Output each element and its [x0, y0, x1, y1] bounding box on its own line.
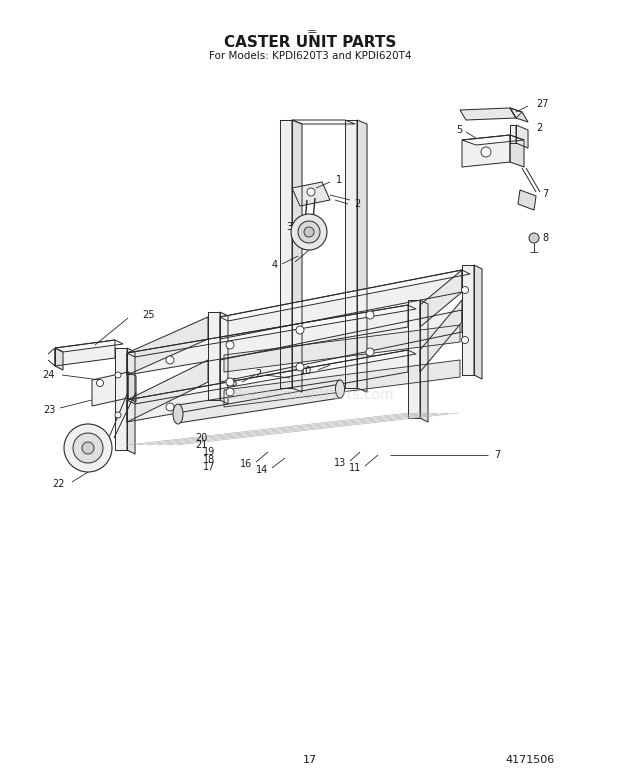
Text: 7: 7: [542, 189, 548, 199]
Polygon shape: [208, 312, 220, 400]
Circle shape: [461, 286, 469, 293]
Polygon shape: [220, 310, 462, 382]
Circle shape: [226, 378, 234, 386]
Ellipse shape: [173, 404, 183, 424]
Polygon shape: [127, 360, 208, 422]
Polygon shape: [55, 340, 115, 366]
Text: 16: 16: [240, 459, 252, 469]
Text: 2: 2: [354, 199, 360, 209]
Polygon shape: [178, 380, 340, 423]
Text: 25: 25: [142, 310, 154, 320]
Polygon shape: [127, 348, 135, 454]
Polygon shape: [460, 108, 516, 120]
Circle shape: [461, 337, 469, 344]
Text: 11: 11: [348, 463, 361, 473]
Circle shape: [166, 403, 174, 411]
Circle shape: [64, 424, 112, 472]
Text: 17: 17: [303, 755, 317, 765]
Text: 19: 19: [203, 447, 215, 457]
Polygon shape: [55, 340, 123, 352]
Polygon shape: [127, 350, 416, 404]
Text: 27: 27: [536, 99, 549, 109]
Text: 18: 18: [203, 455, 215, 465]
Text: 21: 21: [196, 440, 208, 450]
Polygon shape: [510, 135, 524, 167]
Text: 13: 13: [334, 458, 346, 468]
Circle shape: [166, 356, 174, 364]
Circle shape: [307, 188, 315, 196]
Polygon shape: [55, 348, 63, 370]
Polygon shape: [408, 300, 420, 418]
Polygon shape: [357, 120, 367, 392]
Circle shape: [296, 326, 304, 334]
Polygon shape: [127, 317, 208, 375]
Polygon shape: [128, 372, 136, 402]
Circle shape: [115, 412, 121, 418]
Polygon shape: [92, 372, 128, 406]
Text: 17: 17: [203, 462, 215, 472]
Text: 14: 14: [255, 465, 268, 475]
Polygon shape: [292, 182, 330, 206]
Text: 1: 1: [336, 175, 342, 185]
Polygon shape: [127, 350, 408, 422]
Circle shape: [366, 348, 374, 356]
Polygon shape: [516, 125, 528, 148]
Polygon shape: [474, 265, 482, 379]
Ellipse shape: [335, 380, 345, 398]
Circle shape: [291, 214, 327, 250]
Polygon shape: [420, 300, 428, 422]
Text: For Models: KPDI620T3 and KPDI620T4: For Models: KPDI620T3 and KPDI620T4: [209, 51, 411, 61]
Polygon shape: [224, 360, 460, 407]
Polygon shape: [292, 120, 302, 392]
Circle shape: [115, 372, 121, 378]
Text: 20: 20: [196, 433, 208, 443]
Polygon shape: [420, 270, 462, 327]
Text: 26: 26: [226, 378, 238, 388]
Text: 8: 8: [542, 233, 548, 243]
Polygon shape: [345, 120, 357, 388]
Circle shape: [366, 311, 374, 319]
Text: 22: 22: [53, 479, 65, 489]
Text: 7: 7: [494, 450, 500, 460]
Polygon shape: [462, 135, 524, 145]
Text: 2: 2: [255, 369, 261, 379]
Text: 2: 2: [536, 123, 542, 133]
Polygon shape: [115, 348, 127, 450]
Circle shape: [298, 221, 320, 243]
Polygon shape: [220, 312, 228, 404]
Circle shape: [481, 147, 491, 157]
Polygon shape: [292, 120, 355, 124]
Polygon shape: [462, 135, 510, 167]
Text: eReplacementParts.com: eReplacementParts.com: [226, 388, 394, 402]
Polygon shape: [224, 325, 460, 372]
Text: 23: 23: [43, 405, 56, 415]
Text: 10: 10: [299, 366, 312, 376]
Text: CASTER UNIT PARTS: CASTER UNIT PARTS: [224, 34, 396, 50]
Polygon shape: [518, 190, 536, 210]
Polygon shape: [127, 305, 408, 375]
Polygon shape: [510, 108, 522, 118]
Circle shape: [296, 363, 304, 371]
Circle shape: [529, 233, 539, 243]
Text: 24: 24: [43, 370, 55, 380]
Text: 3: 3: [286, 222, 292, 232]
Polygon shape: [510, 125, 516, 143]
Polygon shape: [462, 265, 474, 375]
Text: 5: 5: [456, 125, 462, 135]
Polygon shape: [510, 108, 528, 122]
Polygon shape: [220, 270, 462, 339]
Circle shape: [73, 433, 103, 463]
Polygon shape: [420, 300, 462, 372]
Circle shape: [226, 388, 234, 396]
Circle shape: [82, 442, 94, 454]
Circle shape: [97, 380, 104, 387]
Text: 4: 4: [272, 260, 278, 270]
Polygon shape: [220, 270, 470, 321]
Circle shape: [226, 341, 234, 349]
Text: 4171506: 4171506: [505, 755, 555, 765]
Polygon shape: [280, 120, 292, 388]
Polygon shape: [127, 305, 416, 357]
Circle shape: [304, 227, 314, 237]
